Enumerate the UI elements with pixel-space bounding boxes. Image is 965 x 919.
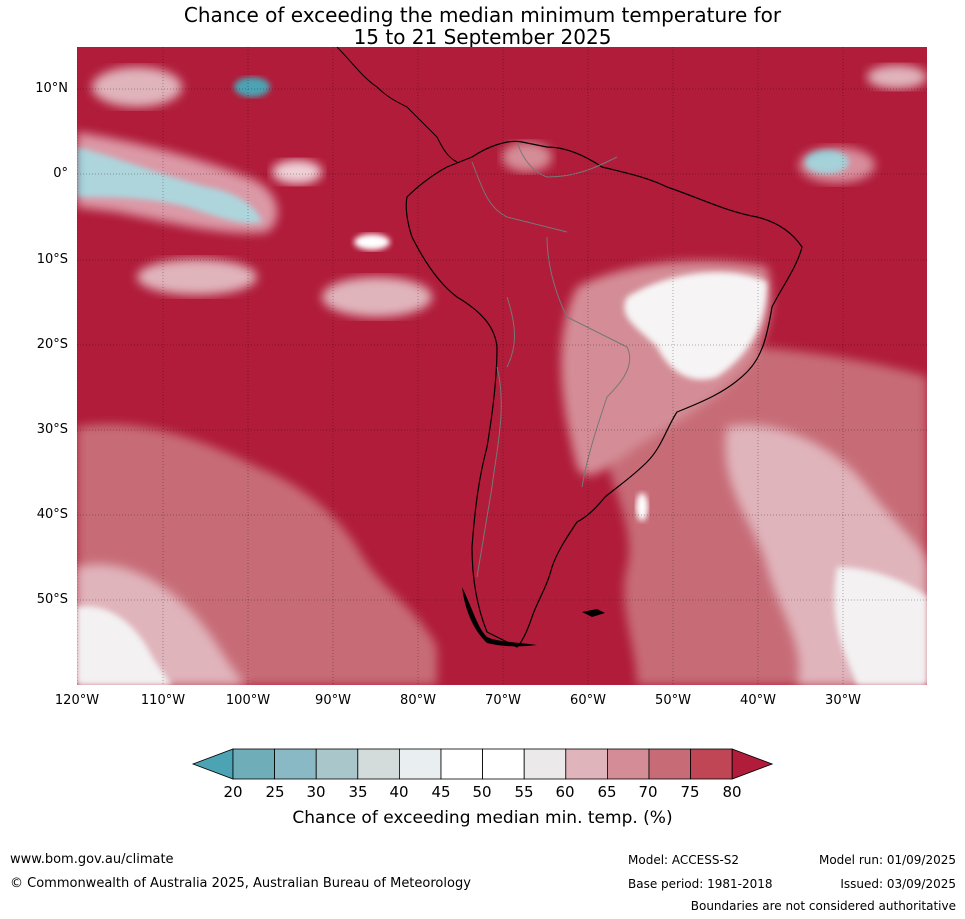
pale-patch-1 [137, 259, 257, 295]
map-svg [77, 47, 927, 685]
country-borders [471, 141, 631, 578]
footer-disclaimer: Boundaries are not considered authoritat… [690, 899, 956, 913]
pale-patch-6 [867, 65, 927, 89]
footer-copyright: © Commonwealth of Australia 2025, Austra… [10, 876, 471, 891]
map-title-line2: 15 to 21 September 2025 [353, 25, 612, 49]
cb-tick-40: 40 [389, 783, 409, 801]
colorbar-title: Chance of exceeding median min. temp. (%… [292, 808, 673, 828]
cb-tick-55: 55 [514, 783, 534, 801]
lon-label-30w: 30°W [825, 693, 861, 708]
colorbar-segment [357, 748, 400, 780]
map-title: Chance of exceeding the median minimum t… [0, 4, 965, 48]
white-patch-2 [354, 234, 390, 250]
cb-tick-60: 60 [555, 783, 575, 801]
cb-tick-70: 70 [638, 783, 658, 801]
colorbar-over-arrow [731, 748, 774, 780]
cb-tick-75: 75 [680, 783, 700, 801]
colorbar-segment [315, 748, 359, 780]
lat-label-10s: 10°S [36, 252, 68, 267]
cb-tick-20: 20 [223, 783, 243, 801]
tierra-del-fuego [462, 587, 537, 647]
lon-label-70w: 70°W [485, 693, 521, 708]
lat-label-40s: 40°S [36, 507, 68, 522]
colorbar-segment [398, 748, 442, 780]
footer-issued: Issued: 03/09/2025 [840, 877, 956, 891]
footer-model-run: Model run: 01/09/2025 [818, 853, 956, 867]
footer-base-period: Base period: 1981-2018 [628, 877, 773, 891]
white-patch-6 [636, 493, 648, 521]
footer-url[interactable]: www.bom.gov.au/climate [10, 852, 174, 867]
southern-white-region [77, 606, 172, 685]
colorbar [191, 748, 774, 780]
pale-patch-4 [502, 142, 552, 172]
equatorial-white-halo [77, 132, 278, 233]
pale-patch-5 [92, 67, 182, 107]
lat-label-0: 0° [53, 166, 68, 181]
forecast-map [77, 47, 927, 685]
colorbar-segment [690, 748, 733, 780]
lat-label-20s: 20°S [36, 337, 68, 352]
lat-label-50s: 50°S [36, 592, 68, 607]
cb-tick-30: 30 [306, 783, 326, 801]
colorbar-segment [523, 748, 567, 780]
lon-label-90w: 90°W [315, 693, 351, 708]
south-america-coastline [405, 140, 803, 648]
pale-patch-3 [272, 160, 322, 184]
lon-label-50w: 50°W [655, 693, 691, 708]
colorbar-segment [440, 748, 483, 780]
cb-tick-80: 80 [722, 783, 742, 801]
teal-patch-north [234, 77, 270, 97]
white-patch-east [799, 147, 875, 183]
lon-label-110w: 110°W [140, 693, 186, 708]
cb-tick-35: 35 [348, 783, 368, 801]
pale-patch-2 [322, 277, 432, 317]
brazil-white-region [624, 272, 767, 380]
colorbar-segment [232, 748, 275, 780]
lon-label-60w: 60°W [570, 693, 606, 708]
lat-label-30s: 30°S [36, 422, 68, 437]
colorbar-segment [606, 748, 650, 780]
footer-model: Model: ACCESS-S2 [628, 853, 740, 867]
lon-label-80w: 80°W [400, 693, 436, 708]
gridlines [77, 47, 927, 685]
cb-tick-25: 25 [265, 783, 285, 801]
colorbar-under-arrow [191, 748, 234, 780]
colorbar-segment [565, 748, 608, 780]
lon-label-120w: 120°W [54, 693, 100, 708]
cb-tick-65: 65 [597, 783, 617, 801]
colorbar-segment [648, 748, 691, 780]
colorbar-segment [482, 748, 525, 780]
map-title-line1: Chance of exceeding the median minimum t… [183, 3, 782, 27]
lon-label-100w: 100°W [225, 693, 271, 708]
colorbar-segment [274, 748, 317, 780]
lat-label-10n: 10°N [35, 81, 68, 96]
cb-tick-45: 45 [431, 783, 451, 801]
south-atlantic-white-region [834, 567, 927, 685]
central-america-coastline [336, 47, 458, 163]
cb-tick-50: 50 [472, 783, 492, 801]
lon-label-40w: 40°W [740, 693, 776, 708]
